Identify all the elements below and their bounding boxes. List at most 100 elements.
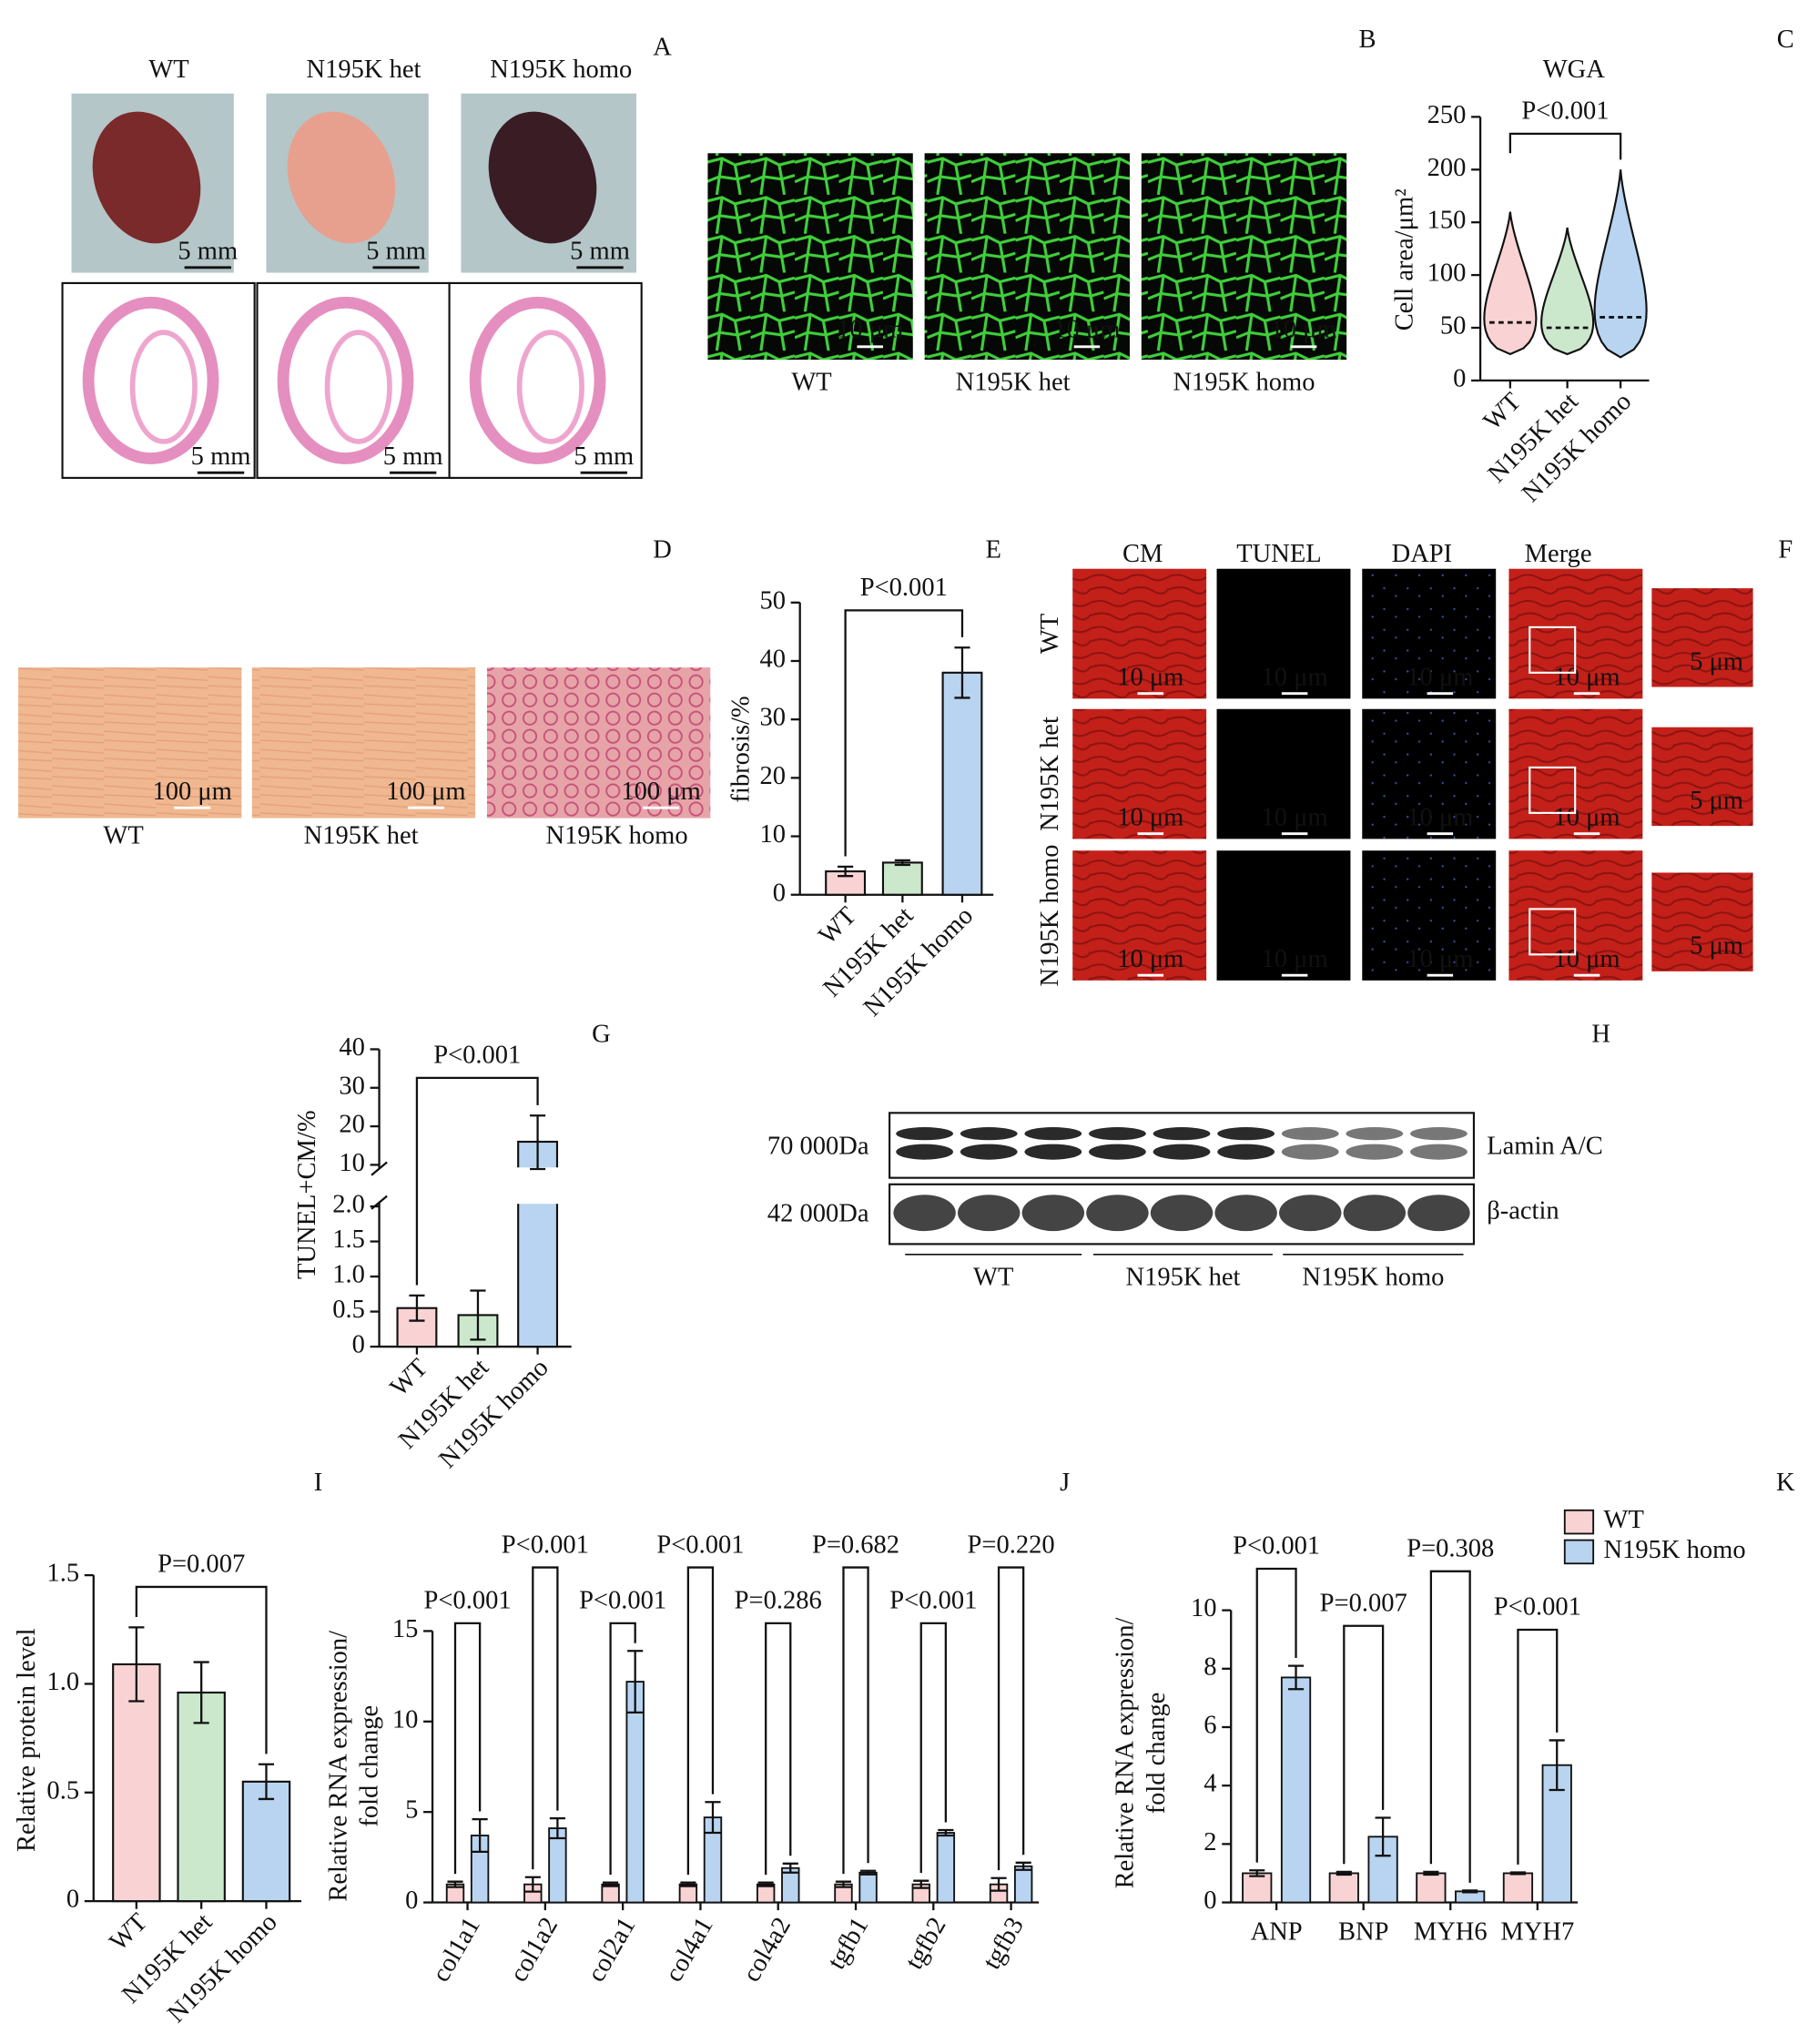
scale-label: 10 μm [1553, 804, 1620, 832]
band [1217, 1144, 1275, 1160]
column-header: CM [1122, 540, 1163, 568]
band [1153, 1144, 1211, 1160]
wga-image [924, 153, 1130, 361]
sig-bracket [765, 1622, 792, 1876]
y-tick-label: 0 [352, 1331, 365, 1359]
x-tick-label: ANP [1251, 1917, 1303, 1946]
band [896, 1127, 953, 1141]
psr-image [486, 667, 711, 819]
section [277, 296, 414, 464]
y-tick-label: 30 [339, 1072, 365, 1100]
y-tick-label: 40 [759, 646, 786, 674]
chart-title: WGA [1543, 56, 1606, 84]
y-tick-label: 8 [1204, 1652, 1216, 1681]
y-tick-label: 100 [1427, 259, 1467, 288]
x-tick-label: WT [813, 901, 861, 950]
fluor-image [1072, 708, 1207, 839]
band [1281, 1127, 1339, 1141]
y-tick-label: 2.0 [332, 1191, 365, 1219]
panel-letter: A [653, 34, 672, 62]
section-box [448, 281, 643, 479]
bar [177, 1691, 226, 1903]
scale-label: 10 μm [1262, 664, 1328, 692]
group-label: WT [103, 822, 143, 850]
y-tick-label: 40 [339, 1033, 365, 1062]
band [893, 1195, 956, 1232]
y-tick-label: 20 [339, 1111, 365, 1139]
protein-label: β-actin [1487, 1197, 1559, 1225]
p-value: P=0.007 [157, 1551, 245, 1579]
y-axis-label: Relative RNA expression/ [324, 1631, 352, 1902]
band [1153, 1127, 1211, 1141]
x-tick-label: tgfb1 [822, 1913, 874, 1975]
panel-letter: F [1778, 536, 1793, 564]
bar [1280, 1676, 1312, 1904]
sig-bracket [842, 1566, 869, 1875]
sig-bracket [453, 1622, 482, 1875]
y-tick-label: 2 [1204, 1828, 1216, 1856]
bar [548, 1827, 567, 1904]
sig-bracket [532, 1566, 559, 1870]
marker-label: 70 000Da [767, 1132, 869, 1160]
y-axis-label: fold change [356, 1705, 384, 1827]
y-tick-label: 200 [1427, 154, 1467, 182]
y-axis-label: Relative RNA expression/ [1112, 1618, 1140, 1889]
scale-label: 5 mm [191, 442, 251, 471]
p-value: P=0.007 [1320, 1589, 1407, 1617]
zoom-box [1529, 766, 1577, 814]
violin [1540, 227, 1595, 356]
x-tick-label: WT [385, 1354, 433, 1402]
band [1410, 1144, 1468, 1160]
bar [1416, 1872, 1447, 1904]
x-tick-label: MYH6 [1414, 1917, 1488, 1946]
scale-label: 100 μm [152, 778, 231, 806]
fluor-image [1216, 708, 1351, 839]
psr-image [251, 667, 476, 819]
sig-bracket [686, 1566, 715, 1876]
scale-label: 10 μm [1117, 945, 1183, 973]
section-box [61, 281, 256, 479]
x-tick-label: WT [1478, 388, 1527, 436]
band [1024, 1127, 1082, 1141]
band [1021, 1195, 1085, 1232]
wga-image [707, 153, 913, 361]
scale-label: 5 mm [178, 238, 238, 266]
group-label: N195K homo [490, 56, 632, 84]
panel-letter: G [592, 1021, 611, 1049]
p-value: P<0.001 [1521, 97, 1609, 126]
p-value: P=0.220 [968, 1530, 1055, 1559]
x-tick-label: BNP [1338, 1917, 1388, 1946]
sig-bracket [1508, 132, 1622, 160]
heart [92, 111, 201, 244]
band [1089, 1144, 1146, 1160]
p-value: P<0.001 [656, 1530, 744, 1559]
fluor-image [1216, 850, 1351, 981]
panel-letter: D [653, 536, 672, 564]
zoom-box [1529, 908, 1577, 956]
p-value: P<0.001 [579, 1587, 666, 1615]
y-tick-label: 15 [392, 1615, 419, 1643]
band [1346, 1127, 1404, 1141]
p-value: P=0.286 [735, 1587, 822, 1615]
band [1346, 1144, 1404, 1160]
scale-label: 10 μm [1262, 804, 1328, 832]
y-tick-label: 4 [1204, 1770, 1216, 1798]
sig-bracket [1517, 1628, 1559, 1865]
section [82, 296, 219, 464]
band [896, 1144, 953, 1160]
legend-label: N195K homo [1604, 1536, 1746, 1564]
scale-label: 100 μm [621, 778, 700, 806]
heart [287, 111, 396, 244]
x-tick-label: tgfb3 [978, 1913, 1030, 1975]
bar [1242, 1872, 1273, 1904]
panel-letter: E [985, 536, 1000, 564]
violin [1593, 169, 1648, 359]
scale-label: 10 μm [1117, 804, 1183, 832]
bar [1328, 1872, 1359, 1904]
y-tick-label: 0 [405, 1886, 418, 1915]
scale-label: 100 μm [386, 778, 465, 806]
group-label: N195K homo [1173, 369, 1315, 397]
section [469, 296, 606, 464]
scale-label: 10 μm [1053, 315, 1120, 343]
heart [488, 111, 597, 244]
